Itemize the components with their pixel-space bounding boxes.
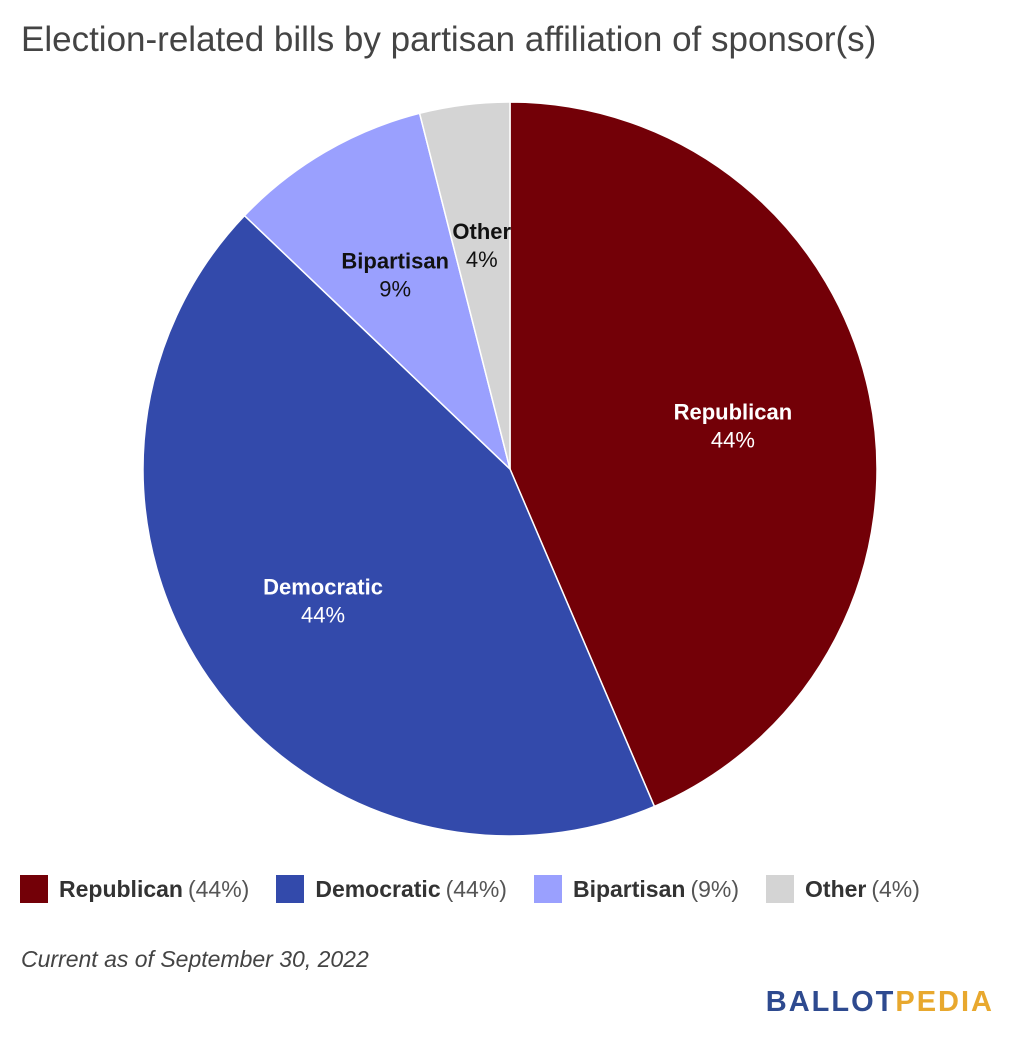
slice-label-value: 9% — [379, 277, 411, 302]
legend-pct: (9%) — [690, 875, 740, 902]
legend-name: Republican — [59, 875, 183, 902]
pie-chart: Republican 44% Democratic 44% Bipartisan 9% Ot… — [142, 101, 878, 837]
legend-pct: (44%) — [187, 875, 250, 902]
legend-swatch-bipartisan — [533, 875, 562, 903]
pie-slice-bipartisan — [243, 112, 512, 472]
legend-item-bipartisan[interactable]: Bipartisan (9%) — [533, 875, 740, 903]
legend-pct: (44%) — [445, 875, 507, 902]
legend-pct: (4%) — [871, 875, 920, 902]
ballotpedia-logo: BALLOTPEDIA — [766, 986, 994, 1019]
slice-label-value: 44% — [301, 603, 345, 628]
pie-slice-republican — [509, 101, 878, 808]
pie-labels: Republican 44% Democratic 44% Bipartisan 9% Ot… — [263, 219, 792, 627]
legend-name: Democratic — [315, 875, 441, 902]
legend-swatch-democratic — [276, 875, 305, 903]
pie-slice-democratic — [142, 214, 656, 837]
slice-label-bipartisan: Bipartisan 9% — [341, 249, 449, 302]
pie-slice-other — [418, 101, 511, 470]
legend-name: Other — [805, 875, 867, 902]
slice-label-democratic: Democratic 44% — [263, 575, 383, 628]
slice-label-name: Republican — [674, 399, 793, 424]
legend-swatch-republican — [20, 875, 48, 903]
logo-part-pedia: PEDIA — [895, 986, 994, 1018]
legend-item-democratic[interactable]: Democratic (44%) — [276, 875, 507, 903]
pie-slices — [142, 101, 878, 837]
legend-item-republican[interactable]: Republican (44%) — [20, 875, 249, 903]
legend-name: Bipartisan — [572, 875, 686, 902]
chart-title: Election-related bills by partisan affil… — [21, 20, 877, 59]
legend-item-other[interactable]: Other (4%) — [766, 875, 920, 903]
legend: Republican (44%) Democratic (44%) Bipart… — [20, 875, 947, 903]
slice-label-value: 4% — [466, 247, 498, 272]
slice-label-other: Other 4% — [452, 219, 511, 272]
logo-part-ballot: BALLOT — [765, 986, 896, 1018]
footnote: Current as of September 30, 2022 — [21, 946, 369, 972]
legend-swatch-other — [766, 875, 795, 903]
slice-label-name: Bipartisan — [341, 249, 449, 274]
slice-label-name: Other — [452, 219, 511, 244]
slice-label-value: 44% — [711, 427, 755, 452]
slice-label-republican: Republican 44% — [674, 399, 793, 452]
slice-label-name: Democratic — [263, 575, 383, 600]
